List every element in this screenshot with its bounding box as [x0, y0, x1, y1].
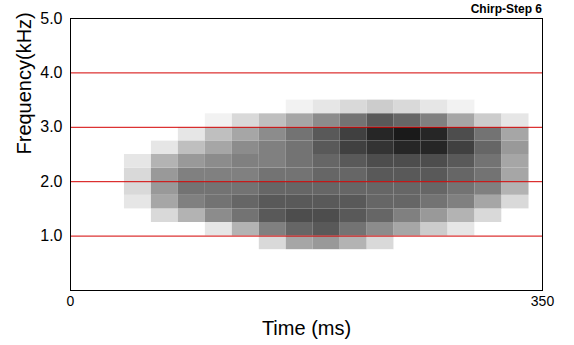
html-text:Chirp-Step 6: Chirp-Step 6: [470, 2, 542, 16]
svg-text:1.0: 1.0: [40, 227, 62, 244]
svg-text:350: 350: [531, 293, 555, 309]
svg-text:Time (ms): Time (ms): [262, 317, 351, 339]
svg-text:0: 0: [67, 293, 75, 309]
svg-text:2.0: 2.0: [40, 173, 62, 190]
svg-text:3.0: 3.0: [40, 118, 62, 135]
svg-text:Frequency(kHz): Frequency(kHz): [13, 12, 35, 154]
svg-text:5.0: 5.0: [40, 10, 62, 27]
svg-text:4.0: 4.0: [40, 64, 62, 81]
